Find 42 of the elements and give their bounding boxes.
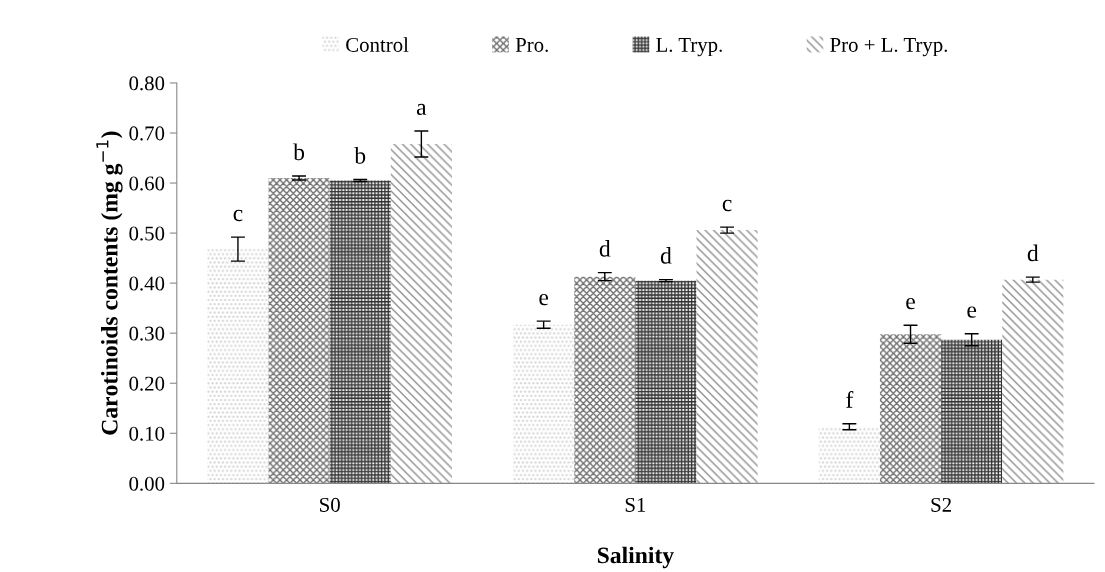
y-tick-label: 0.50	[129, 226, 165, 241]
annotation: f	[846, 391, 854, 408]
annotation: a	[416, 103, 427, 116]
y-tick-label: 0.60	[129, 176, 165, 191]
annotation: b	[293, 143, 305, 161]
y-tick-label: 0.30	[129, 326, 165, 341]
x-tick-label: S2	[931, 497, 951, 512]
bar	[390, 144, 452, 484]
x-tick-label: S1	[625, 497, 646, 512]
bar	[818, 426, 880, 484]
bar	[879, 334, 942, 484]
legend-label: Pro.	[515, 38, 548, 52]
annotation: d	[660, 247, 672, 264]
legend-label: L. Tryp.	[656, 38, 722, 57]
x-axis-title: Salinity	[597, 546, 674, 569]
bar	[635, 280, 697, 484]
bar	[941, 339, 1003, 484]
x-tick-label: S0	[320, 497, 340, 512]
bar	[696, 230, 758, 484]
annotation: e	[539, 293, 549, 306]
y-tick-label: 0.70	[129, 126, 165, 141]
y-tick-label: 0.40	[129, 276, 165, 291]
legend-label: Control	[346, 37, 409, 52]
annotation: c	[722, 199, 732, 212]
annotation: d	[1027, 244, 1039, 262]
bar	[268, 178, 330, 484]
legend-label: Pro + L. Tryp.	[830, 38, 948, 57]
y-tick-label: 0.00	[129, 476, 165, 491]
y-axis-title: Carotinoids contents (mg g$^{−1}$)	[96, 131, 123, 435]
bar	[1002, 279, 1064, 484]
annotation: d	[599, 240, 611, 257]
annotation: e	[967, 306, 977, 318]
bar	[574, 276, 636, 484]
y-tick-label: 0.80	[129, 76, 165, 91]
bar	[329, 180, 391, 484]
y-tick-label: 0.10	[129, 426, 165, 441]
bar	[513, 324, 575, 484]
annotation: e	[906, 297, 915, 310]
y-tick-label: 0.20	[129, 376, 165, 391]
annotation: b	[354, 147, 366, 164]
annotation: c	[233, 209, 243, 222]
bar	[207, 249, 269, 484]
